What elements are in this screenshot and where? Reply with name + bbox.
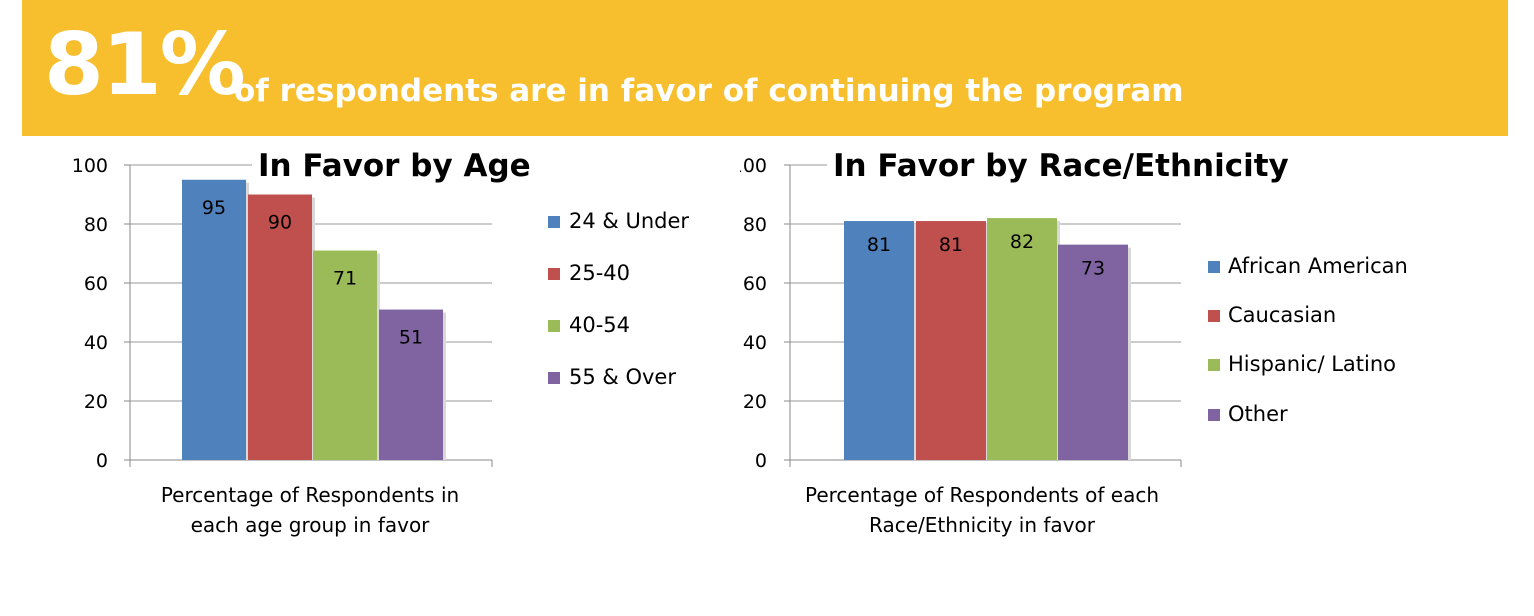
race-legend-swatch [1208,310,1220,322]
race-ytick-label: 20 [743,391,767,413]
race-ytick-label: 0 [755,450,767,472]
age-data-label: 90 [268,212,292,234]
age-ytick-label: 100 [72,155,108,177]
race-x-axis-label: Race/Ethnicity in favor [869,513,1096,537]
race-legend-label: Other [1228,402,1288,426]
age-chart-title: In Favor by Age [258,148,531,184]
age-legend-swatch [548,216,560,228]
race-chart-title: In Favor by Race/Ethnicity [833,148,1289,184]
age-bar [248,194,312,460]
race-legend-label: Hispanic/ Latino [1228,352,1396,376]
race-legend-label: Caucasian [1228,303,1336,327]
age-chart: 0 20 40 60 80 100 95 90 71 51 In Favor by Age Perce… [72,148,689,537]
race-x-axis-label: Percentage of Respondents of each [805,483,1159,507]
header-banner [22,0,1508,136]
age-bar [379,309,443,460]
age-data-label: 51 [399,327,423,349]
age-legend-label: 25-40 [569,261,630,285]
race-chart: 0 20 40 60 80 100 81 81 82 73 In Favor by Race/Eth… [740,148,1408,537]
headline-text: of respondents are in favor of continuin… [234,73,1184,109]
age-data-label: 95 [202,197,226,219]
age-ytick-label: 0 [96,450,108,472]
race-data-label: 81 [939,234,963,256]
age-x-axis-label: Percentage of Respondents in [161,483,459,507]
race-legend-label: African American [1228,254,1408,278]
race-legend-swatch [1208,261,1220,273]
age-legend-swatch [548,320,560,332]
race-bar [916,221,986,460]
age-ytick-label: 60 [84,273,108,295]
race-legend-swatch [1208,409,1220,421]
race-bar [844,221,914,460]
age-ytick-label: 20 [84,391,108,413]
age-ytick-label: 40 [84,332,108,354]
age-title-background [252,148,537,184]
race-title-background [827,148,1295,184]
headline-percentage: 81% [44,15,246,115]
race-bar [987,218,1057,460]
race-bar [1058,244,1128,460]
age-data-label: 71 [333,268,357,290]
age-bar [182,179,246,460]
age-bar [313,250,377,460]
race-ytick-label: 80 [743,214,767,236]
age-legend-label: 55 & Over [569,365,676,389]
race-data-label: 73 [1081,258,1105,280]
age-legend-swatch [548,268,560,280]
race-ytick-label: 100 [740,155,767,177]
age-x-axis-label: each age group in favor [191,513,431,537]
age-legend-label: 40-54 [569,313,630,337]
race-ytick-label: 40 [743,332,767,354]
age-ytick-label: 80 [84,214,108,236]
age-legend-swatch [548,372,560,384]
age-legend-label: 24 & Under [569,209,689,233]
race-ytick-label: 60 [743,273,767,295]
race-legend-swatch [1208,359,1220,371]
race-data-label: 82 [1010,231,1034,253]
race-data-label: 81 [867,234,891,256]
